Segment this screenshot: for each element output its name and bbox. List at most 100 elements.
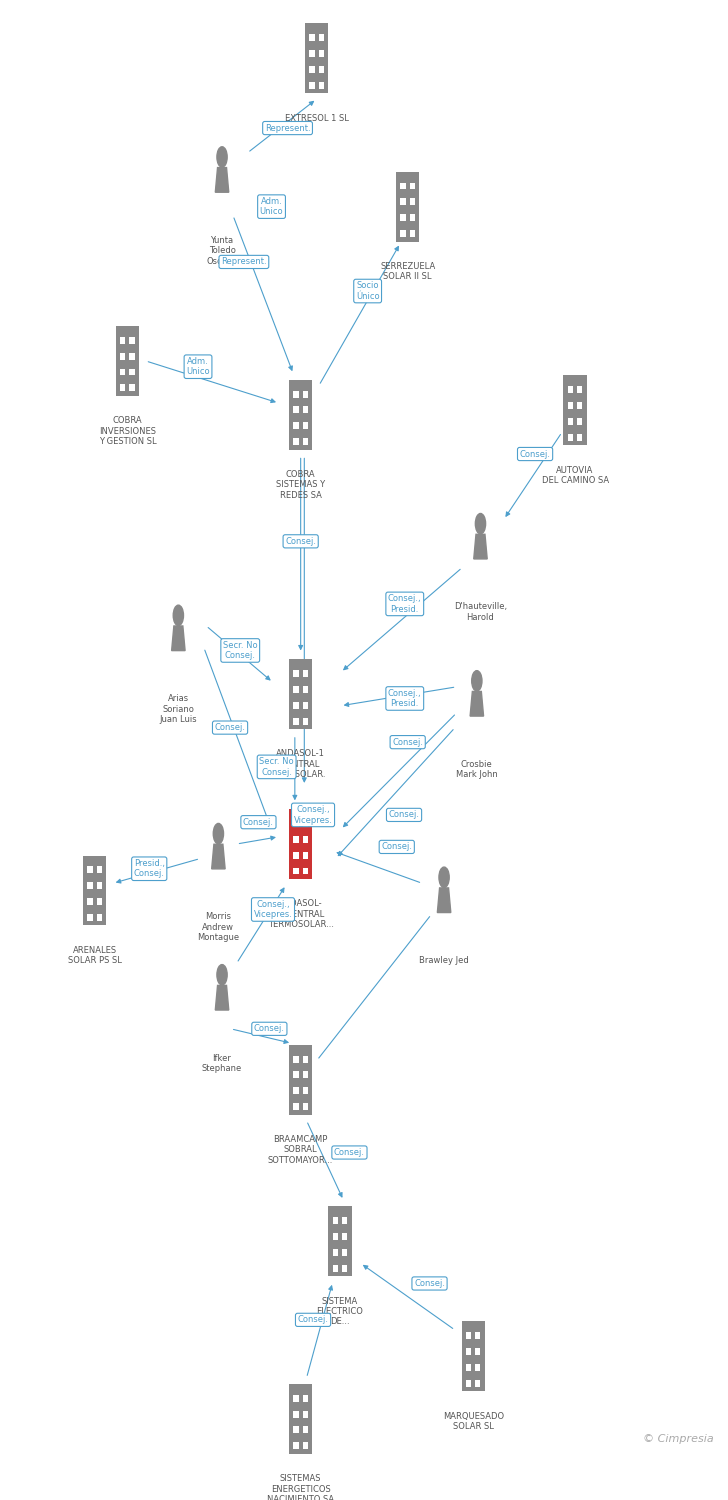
Bar	[293, 1410, 298, 1418]
Bar	[303, 867, 308, 874]
Bar	[303, 390, 308, 398]
Bar	[466, 1364, 471, 1371]
Bar	[303, 423, 308, 429]
Bar	[293, 1088, 298, 1095]
Circle shape	[472, 670, 482, 692]
Text: Consej.: Consej.	[285, 537, 316, 546]
Bar	[130, 369, 135, 375]
Bar	[303, 1056, 308, 1062]
Bar	[319, 66, 324, 74]
Circle shape	[173, 604, 183, 625]
Text: AUTOVIA
DEL CAMINO SA: AUTOVIA DEL CAMINO SA	[542, 465, 609, 484]
Text: ANDASOL-1
CENTRAL
RMOSOLAR.: ANDASOL-1 CENTRAL RMOSOLAR.	[275, 750, 326, 778]
Text: Ifker
Stephane: Ifker Stephane	[202, 1053, 242, 1072]
Bar	[289, 808, 312, 879]
Bar	[303, 1071, 308, 1078]
Bar	[466, 1348, 471, 1354]
Bar	[293, 836, 298, 843]
Text: Yunta
Toledo
Oscar...: Yunta Toledo Oscar...	[206, 236, 238, 266]
Bar	[309, 81, 314, 88]
Text: Adm.
Unico: Adm. Unico	[260, 196, 283, 216]
Bar	[342, 1216, 347, 1224]
Bar	[303, 821, 308, 827]
Bar	[305, 24, 328, 93]
Polygon shape	[474, 534, 487, 560]
Text: Consej.: Consej.	[392, 738, 423, 747]
Bar	[577, 402, 582, 410]
Polygon shape	[215, 986, 229, 1010]
Bar	[328, 1206, 352, 1276]
Bar	[333, 1250, 338, 1256]
Bar	[475, 1364, 480, 1371]
Bar	[309, 34, 314, 40]
Text: SERREZUELA
SOLAR II SL: SERREZUELA SOLAR II SL	[380, 262, 435, 282]
Polygon shape	[470, 692, 483, 715]
Bar	[303, 1410, 308, 1418]
Bar	[475, 1332, 480, 1340]
Bar	[466, 1332, 471, 1340]
Bar	[303, 836, 308, 843]
Bar	[303, 852, 308, 858]
Bar	[293, 852, 298, 858]
Bar	[120, 352, 125, 360]
Text: Crosbie
Mark John: Crosbie Mark John	[456, 759, 498, 778]
Bar	[577, 386, 582, 393]
Text: Socio
Único: Socio Único	[356, 282, 379, 300]
Bar	[303, 1088, 308, 1095]
Bar	[568, 402, 573, 410]
Text: COBRA
INVERSIONES
Y GESTION SL: COBRA INVERSIONES Y GESTION SL	[98, 416, 157, 446]
Text: Secr. No
Consej.: Secr. No Consej.	[259, 758, 294, 777]
Bar	[303, 1426, 308, 1434]
Circle shape	[217, 147, 227, 168]
Bar	[303, 717, 308, 724]
Text: Consej.: Consej.	[389, 810, 419, 819]
Bar	[319, 81, 324, 88]
Bar	[303, 1395, 308, 1401]
Bar	[303, 406, 308, 414]
Text: MARQUESADO
SOLAR SL: MARQUESADO SOLAR SL	[443, 1412, 504, 1431]
Bar	[400, 214, 405, 220]
Bar	[303, 1443, 308, 1449]
Text: COBRA
SISTEMAS Y
REDES SA: COBRA SISTEMAS Y REDES SA	[276, 470, 325, 500]
Bar	[97, 867, 102, 873]
Bar	[97, 898, 102, 904]
Bar	[303, 1102, 308, 1110]
Bar	[97, 882, 102, 890]
Polygon shape	[215, 168, 229, 192]
Bar	[293, 1426, 298, 1434]
Bar	[293, 390, 298, 398]
Bar	[410, 214, 415, 220]
Bar	[130, 338, 135, 344]
Text: Consej.: Consej.	[381, 843, 412, 852]
Bar	[568, 433, 573, 441]
Bar	[568, 386, 573, 393]
Bar	[400, 183, 405, 189]
Bar	[293, 1102, 298, 1110]
Bar	[410, 183, 415, 189]
Bar	[319, 34, 324, 40]
Bar	[309, 50, 314, 57]
Text: Secr. No
Consej.: Secr. No Consej.	[223, 640, 258, 660]
Bar	[400, 230, 405, 237]
Circle shape	[217, 964, 227, 986]
Text: D'hauteville,
Harold: D'hauteville, Harold	[454, 603, 507, 622]
Text: Consej.,
Presid.: Consej., Presid.	[388, 594, 422, 613]
Text: © Cimpresia: © Cimpresia	[643, 1434, 713, 1443]
Bar	[342, 1264, 347, 1272]
Bar	[293, 717, 298, 724]
Bar	[120, 384, 125, 392]
Bar	[475, 1380, 480, 1386]
Polygon shape	[172, 626, 185, 651]
Bar	[577, 419, 582, 424]
Bar	[293, 406, 298, 414]
Bar	[303, 702, 308, 708]
Bar	[342, 1233, 347, 1240]
Text: EXTRESOL 1 SL: EXTRESOL 1 SL	[285, 114, 349, 123]
Bar	[120, 369, 125, 375]
Bar	[475, 1348, 480, 1354]
Text: ARENALES
SOLAR PS SL: ARENALES SOLAR PS SL	[68, 946, 122, 966]
Bar	[333, 1264, 338, 1272]
Bar	[293, 423, 298, 429]
Text: Adm.
Unico: Adm. Unico	[186, 357, 210, 376]
Bar	[130, 384, 135, 392]
